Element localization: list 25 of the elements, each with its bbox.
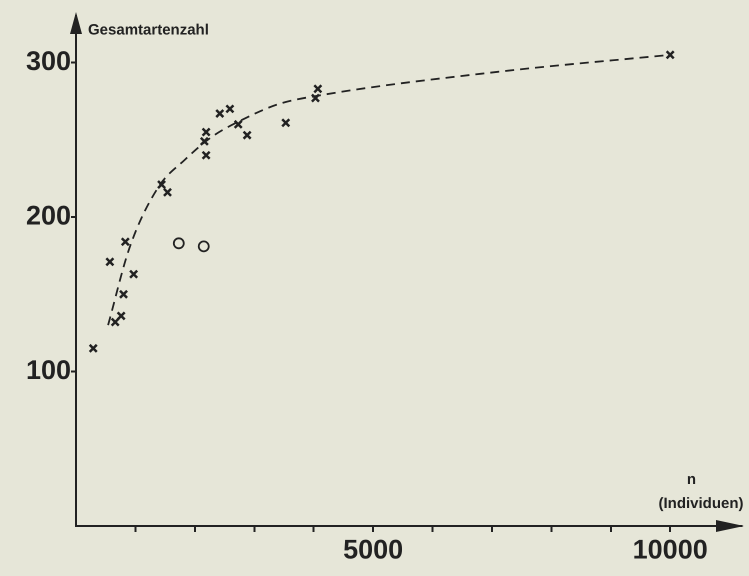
y-tick-label: 300 <box>26 46 71 76</box>
point <box>120 236 130 247</box>
point <box>105 257 115 267</box>
point <box>128 269 138 279</box>
point <box>162 188 172 198</box>
point <box>116 311 126 321</box>
point <box>215 108 225 118</box>
x-axis-title: n (Individuen) <box>658 471 744 512</box>
point <box>110 317 120 327</box>
x-tick-label: 5000 <box>343 534 404 565</box>
point <box>665 50 675 60</box>
point <box>198 240 210 252</box>
y-tick-label: 200 <box>26 200 71 230</box>
point <box>156 180 166 190</box>
y-axis-title: Gesamtartenzahl <box>88 21 209 38</box>
point <box>280 118 291 128</box>
point <box>225 104 235 114</box>
point <box>242 130 252 140</box>
point <box>201 150 211 160</box>
point <box>233 120 243 130</box>
x-tick-label: 10000 <box>632 534 708 565</box>
y-tick-label: 100 <box>26 354 71 385</box>
point <box>172 237 185 250</box>
point <box>88 344 98 354</box>
point <box>118 289 128 300</box>
